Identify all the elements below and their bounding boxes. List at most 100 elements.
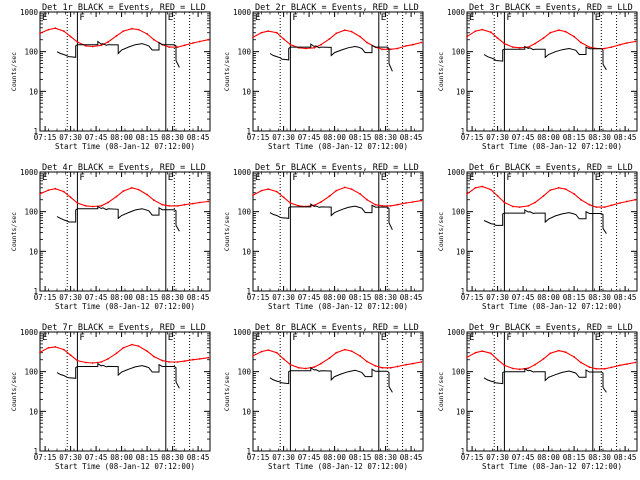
lld-point [619, 364, 621, 367]
y-tick-label: 1000 [233, 168, 252, 177]
lld-point [176, 46, 179, 48]
y-axis-title: Counts/sec [437, 212, 445, 251]
lld-point [328, 38, 331, 40]
y-tick-label: 10 [29, 407, 39, 416]
y-tick-label: 1000 [447, 328, 466, 337]
lld-point [512, 46, 514, 48]
lld-point [350, 350, 353, 352]
lld-point [610, 204, 613, 207]
lld-point [260, 350, 263, 353]
x-tick-label: 07:15 [461, 133, 484, 142]
x-tick-label: 07:45 [512, 453, 535, 462]
lld-point [420, 361, 423, 363]
y-tick-label: 100 [24, 368, 38, 377]
lld-point [503, 201, 506, 204]
lld-point [153, 199, 155, 202]
y-tick-label: 1 [33, 287, 38, 296]
lld-point [381, 366, 384, 369]
x-tick-label: 08:15 [563, 133, 586, 142]
lld-point [496, 37, 499, 39]
lld-point [107, 358, 109, 360]
x-tick-label: 08:45 [187, 453, 210, 462]
lld-point [343, 29, 346, 31]
x-tick-label: 07:45 [85, 293, 108, 302]
x-axis-title: Start Time (08-Jan-12 07:12:00) [482, 462, 622, 471]
lld-point [289, 363, 292, 366]
marker-label: F [292, 333, 297, 343]
y-tick-label: 100 [451, 368, 465, 377]
lld-point [275, 190, 278, 193]
x-tick-label: 07:45 [298, 453, 321, 462]
lld-point [634, 361, 637, 364]
lld-point [260, 189, 263, 192]
series-lld-line [252, 186, 422, 208]
y-tick-label: 10 [456, 247, 466, 256]
x-tick-label: 08:45 [400, 293, 423, 302]
y-tick-label: 1000 [233, 8, 252, 17]
x-tick-label: 08:45 [614, 133, 637, 142]
y-tick-label: 1 [460, 127, 465, 136]
plot-frame [39, 171, 211, 292]
x-tick-label: 08:45 [400, 133, 423, 142]
panel-det-7: Det 7r BLACK = Events, RED = LLD 1 10 100 10… [10, 323, 211, 471]
lld-point [267, 349, 270, 351]
lld-point [512, 367, 514, 370]
lld-point [405, 202, 407, 204]
lld-point [183, 203, 186, 206]
x-tick-label: 08:15 [136, 133, 159, 142]
marker-label: E [168, 333, 173, 343]
lld-point [389, 48, 392, 51]
lld-point [176, 205, 179, 207]
y-tick-label: 10 [242, 247, 252, 256]
lld-point [481, 350, 484, 352]
x-tick-label: 07:45 [512, 133, 535, 142]
x-axis-title: Start Time (08-Jan-12 07:12:00) [268, 462, 408, 471]
lld-point [396, 47, 399, 50]
series-lld-line [39, 187, 209, 208]
lld-point [85, 205, 87, 207]
marker-label: F [292, 173, 297, 183]
lld-point [496, 358, 499, 361]
marker-label: E [381, 333, 386, 343]
lld-point [534, 201, 536, 204]
series-events-line [269, 43, 393, 72]
panel-title: Det 4r BLACK = Events, RED = LLD [42, 163, 206, 173]
lld-point [183, 360, 186, 362]
lld-point [374, 203, 377, 206]
lld-point [496, 195, 499, 197]
x-tick-label: 08:15 [349, 133, 372, 142]
lld-point [122, 346, 125, 349]
lld-point [557, 349, 560, 352]
marker-label: F [79, 13, 84, 23]
x-axis-title: Start Time (08-Jan-12 07:12:00) [268, 302, 408, 311]
lld-point [100, 361, 103, 363]
y-tick-label: 1000 [447, 168, 466, 177]
lld-point [557, 186, 560, 189]
lld-point [115, 35, 118, 37]
lld-point [192, 358, 194, 361]
lld-point [320, 201, 322, 203]
lld-point [527, 205, 530, 207]
lld-point [542, 37, 545, 39]
lld-point [366, 198, 368, 201]
lld-point [512, 205, 514, 208]
y-axis-title: Counts/sec [437, 52, 445, 91]
plot-frame [39, 11, 211, 132]
lld-point [69, 354, 72, 357]
lld-point [122, 190, 125, 193]
lld-point [328, 195, 331, 198]
lld-point [39, 193, 41, 195]
x-tick-label: 07:15 [247, 453, 270, 462]
panel-det-1: Det 1r BLACK = Events, RED = LLD 1 10 100 10… [10, 3, 211, 151]
lld-point [207, 200, 210, 203]
x-tick-label: 07:30 [59, 453, 82, 462]
lld-point [328, 357, 331, 359]
lld-point [603, 206, 606, 209]
lld-point [304, 367, 307, 370]
x-tick-label: 07:30 [486, 293, 509, 302]
x-tick-label: 07:45 [85, 133, 108, 142]
y-tick-label: 100 [237, 208, 251, 217]
lld-point [85, 361, 87, 364]
plot-frame [252, 11, 424, 132]
marker-label: E [595, 173, 600, 183]
